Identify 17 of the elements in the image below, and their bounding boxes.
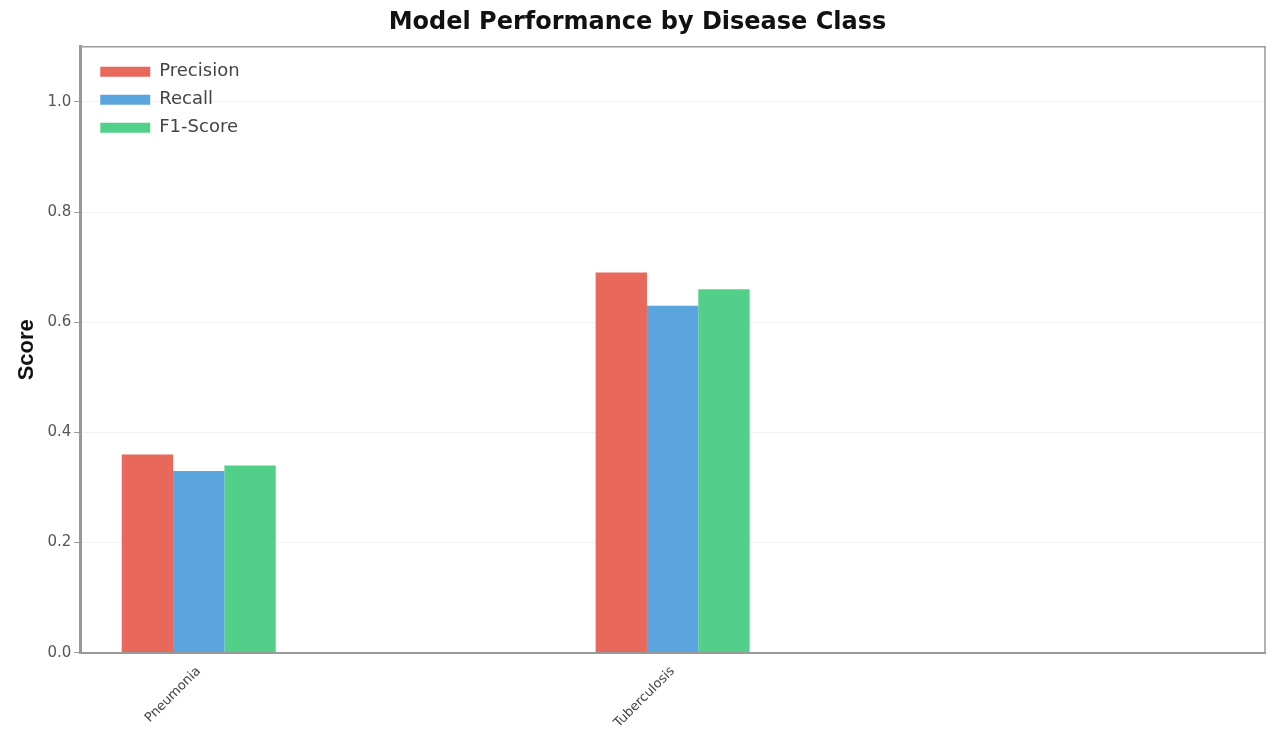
bar [595,272,647,653]
y-tick-label: 0.6 [47,312,72,331]
y-tick-label: 0.0 [47,642,72,661]
bar [173,470,225,653]
legend-label: Precision [159,59,240,81]
y-tick-label: 0.8 [47,201,72,220]
y-axis-title: Score [13,319,39,381]
legend-label: F1-Score [159,115,238,137]
chart-title: Model Performance by Disease Class [388,6,887,35]
y-tick-label: 0.4 [47,422,72,441]
bar [646,305,699,653]
y-tick-label: 0.2 [47,532,72,551]
bar [224,465,276,653]
y-tick-label: 1.0 [47,91,72,110]
bar [121,454,174,653]
legend-label: Recall [159,87,213,109]
bar [698,289,750,653]
